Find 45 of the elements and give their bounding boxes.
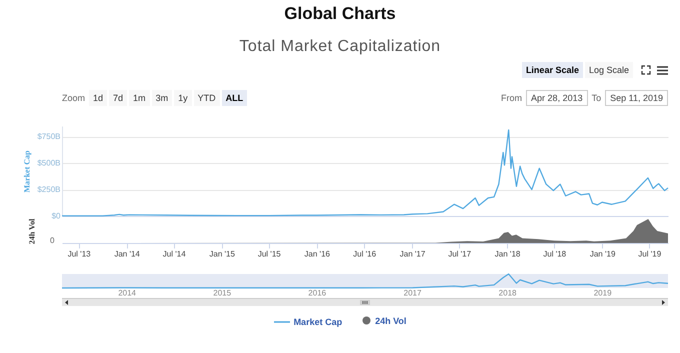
x-tick-label: Jan '19 [590, 250, 616, 258]
x-tick-label: Jul '17 [448, 250, 472, 258]
text: 7d [109, 90, 128, 106]
x-tick-label: Jan '16 [304, 250, 331, 258]
x-tick-label: Jul '16 [353, 250, 377, 258]
y-tick-label: $250B [37, 185, 60, 194]
x-tick-label: Jan '15 [209, 250, 236, 258]
x-tick-label: Jan '17 [400, 250, 426, 258]
chart-subtitle: Total Market Capitalization [238, 38, 442, 56]
x-tick-label: Jan '14 [114, 250, 140, 258]
text: Linear Scale [522, 62, 583, 78]
text: Zoom [62, 93, 86, 103]
text: Sep 11, 2019 [605, 90, 668, 106]
x-tick-label: Jul '13 [68, 250, 92, 258]
x-tick-label: 2016 [308, 288, 327, 298]
text: 3m [152, 90, 172, 106]
y-axis-title: 24h Vol [28, 218, 36, 244]
x-tick-label: Jul '14 [162, 250, 186, 258]
x-tick-label: 2015 [213, 288, 232, 298]
text: ALL [222, 90, 248, 106]
text: 1y [174, 90, 192, 106]
text: YTD [194, 90, 220, 106]
x-tick-label: Jul '18 [543, 250, 567, 258]
text: 1d [89, 90, 108, 106]
text: 1m [129, 90, 150, 106]
x-tick-label: 2019 [594, 288, 612, 298]
y-tick-label: $750B [37, 132, 60, 142]
text: To [592, 93, 602, 103]
line-series [61, 129, 669, 216]
text: Log Scale [584, 62, 633, 78]
y-tick-label: $0 [52, 212, 62, 220]
y-tick-label: $500B [37, 158, 60, 168]
y-axis-title: Market Cap [22, 150, 32, 192]
x-tick-label: Jan '18 [494, 250, 521, 258]
legend-label: Market Cap [292, 317, 342, 327]
x-tick-label: 2018 [498, 288, 518, 298]
text: From [501, 93, 522, 103]
x-tick-label: 2014 [118, 288, 137, 298]
x-tick-label: 2017 [404, 288, 422, 298]
text: 0 [50, 236, 54, 245]
text: Apr 28, 2013 [526, 90, 588, 106]
legend-label: 24h Vol [374, 316, 406, 326]
chart-title: Global Charts [283, 4, 397, 24]
x-tick-label: Jul '19 [638, 250, 662, 258]
x-tick-label: Jul '15 [258, 250, 282, 258]
